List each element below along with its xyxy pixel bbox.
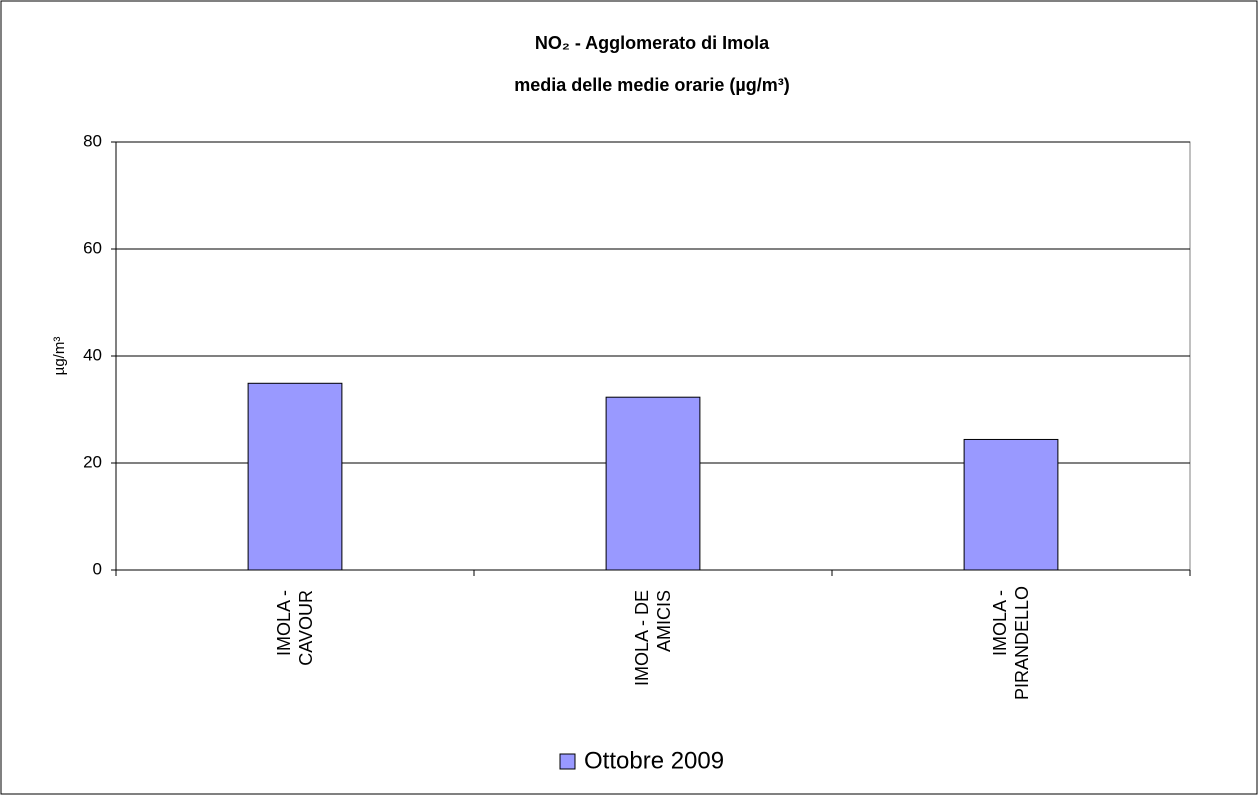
y-tick-label: 0 — [93, 559, 102, 578]
bar — [963, 438, 1059, 571]
legend-label: Ottobre 2009 — [584, 747, 724, 774]
x-tick-label: IMOLA - DE AMICIS — [632, 590, 674, 687]
y-tick-label: 80 — [83, 131, 102, 150]
bar — [247, 382, 343, 571]
y-axis-label: µg/m³ — [51, 337, 68, 376]
legend-swatch — [559, 753, 576, 770]
y-tick-label: 60 — [83, 238, 102, 257]
y-tick-label: 40 — [83, 345, 102, 364]
x-tick-label: IMOLA - CAVOUR — [274, 590, 316, 666]
bar — [605, 396, 701, 571]
x-tick-label: IMOLA - PIRANDELLO — [990, 585, 1032, 700]
chart-title: NO₂ - Agglomerato di Imola — [535, 33, 770, 53]
y-tick-label: 20 — [83, 452, 102, 471]
chart-subtitle: media delle medie orarie (µg/m³) — [514, 75, 789, 95]
